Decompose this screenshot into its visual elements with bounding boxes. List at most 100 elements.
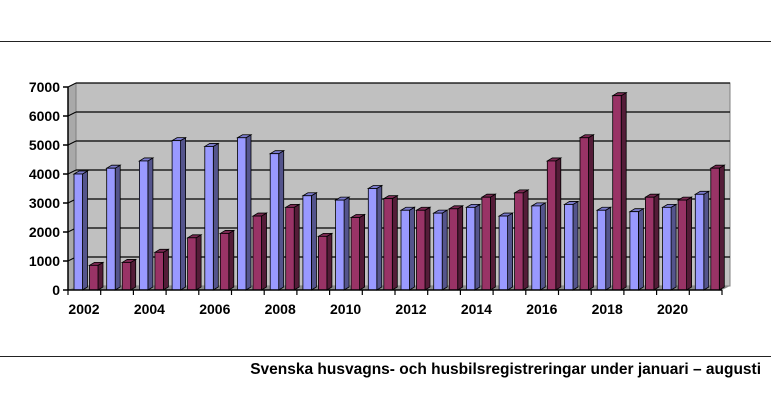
bar-front [285, 206, 295, 291]
bar-side [555, 157, 562, 291]
bottom-divider [0, 356, 771, 357]
bar-side [409, 206, 415, 291]
bar-front [645, 196, 655, 291]
bar [218, 229, 236, 291]
bar [676, 196, 694, 291]
bar-side [391, 194, 398, 291]
gridline-side [67, 111, 77, 117]
bar [251, 212, 268, 291]
bar-side [457, 205, 464, 291]
y-tick-label: 1000 [29, 253, 60, 269]
bar [611, 91, 628, 291]
bar-side [82, 170, 88, 291]
bar-side [718, 164, 725, 291]
bar-side [180, 136, 187, 291]
bar-front [154, 251, 164, 291]
bar-front [596, 209, 607, 291]
x-tick-label: 2014 [461, 301, 492, 317]
bar [661, 203, 678, 291]
bar-side [343, 196, 350, 291]
x-tick-label: 2020 [657, 301, 688, 317]
bar-side [507, 212, 513, 291]
bar-front [514, 192, 524, 291]
bar-side [130, 258, 137, 291]
bar-front [546, 160, 557, 291]
bar-front [121, 262, 132, 291]
bar-front [465, 206, 476, 291]
x-tick-label: 2002 [68, 301, 99, 317]
bar [301, 192, 318, 291]
bar-front [252, 215, 262, 291]
bar-front [677, 199, 687, 291]
bar-side [212, 142, 219, 291]
top-divider [0, 41, 771, 42]
bar [120, 258, 138, 291]
bar-front [579, 137, 589, 291]
gridline-side [67, 140, 77, 146]
bar-side [539, 202, 546, 291]
bar [563, 200, 580, 291]
bar [628, 207, 645, 291]
bar-side [670, 203, 677, 291]
bar-front [564, 204, 574, 291]
bar-front [219, 233, 230, 291]
bar [349, 213, 367, 291]
bar-front [481, 196, 491, 291]
y-tick-label: 5000 [29, 137, 60, 153]
bar-front [383, 198, 393, 291]
y-tick-label: 2000 [29, 224, 60, 240]
bar-front [400, 209, 410, 291]
bar-front [662, 206, 672, 291]
bar-side [278, 149, 285, 291]
bar-side [261, 212, 267, 291]
gridline-side [67, 169, 77, 175]
x-tick-label: 2012 [395, 301, 426, 317]
x-tick-label: 2004 [134, 301, 165, 317]
bar-side [474, 203, 481, 291]
bar-front [237, 137, 247, 291]
bar-side [245, 134, 252, 291]
bar [464, 203, 482, 291]
bars [72, 91, 726, 291]
bar-front [171, 140, 182, 291]
x-tick-label: 2016 [526, 301, 557, 317]
bar-front [629, 211, 639, 291]
bar-side [441, 209, 448, 291]
gridline-side [67, 82, 77, 88]
bar [530, 202, 547, 291]
bar [595, 206, 613, 291]
bar [316, 232, 334, 291]
bar [284, 203, 301, 291]
bar-front [138, 160, 149, 291]
bar-side [588, 134, 594, 291]
y-tick-label: 4000 [29, 166, 60, 182]
bar [513, 189, 530, 291]
y-tick-label: 6000 [29, 108, 60, 124]
bar-side [376, 184, 383, 291]
bar-side [424, 206, 431, 291]
bar-side [572, 200, 579, 291]
bar [382, 194, 399, 291]
bar [105, 164, 122, 291]
bar-front [73, 173, 83, 291]
bar [480, 193, 497, 291]
bar-front [433, 212, 443, 291]
bar-side [703, 190, 710, 291]
bar [153, 248, 170, 291]
bar [170, 136, 188, 291]
x-tick-label: 2010 [330, 301, 361, 317]
bar-front [710, 167, 720, 291]
bar-front [694, 193, 705, 291]
bar [693, 190, 711, 291]
bar [236, 134, 253, 291]
x-tick-label: 2006 [199, 301, 230, 317]
bar-front [269, 153, 280, 291]
bar [334, 196, 351, 291]
bar-side [114, 164, 121, 291]
bar [578, 134, 595, 291]
bar-front [187, 237, 197, 291]
bar [545, 157, 563, 291]
bar-front [302, 195, 312, 291]
axes: 0 1000 2000 3000 4000 5000 6000 7000 2002 2004 200… [29, 79, 723, 317]
